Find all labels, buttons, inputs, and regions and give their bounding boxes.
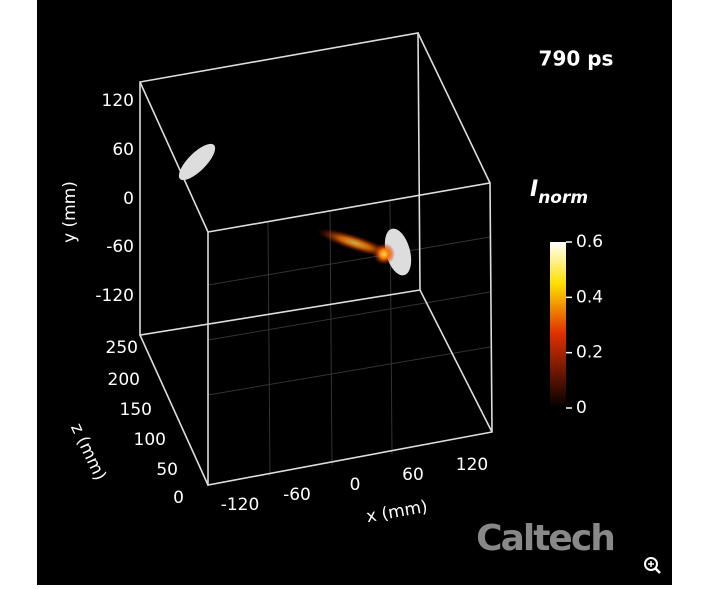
x-tick-label: -120: [221, 495, 260, 515]
z-tick-label: 200: [108, 370, 140, 390]
z-tick-label: 50: [156, 460, 178, 480]
colorbar-title: Inorm: [530, 177, 588, 208]
logo: Caltech: [476, 518, 614, 559]
light-pulse: [373, 243, 395, 265]
zoom-icon[interactable]: [644, 557, 661, 574]
y-tick-label: -60: [106, 237, 134, 257]
cube: [139, 32, 493, 486]
reflector-disk: [178, 143, 216, 181]
image-background: [37, 0, 672, 585]
z-tick-label: 0: [173, 488, 184, 508]
x-tick-label: 120: [456, 455, 488, 475]
colorbar-title-main: I: [530, 177, 538, 202]
y-tick-label: -120: [95, 286, 134, 306]
y-tick-label: 120: [102, 91, 134, 111]
colorbar-title-sub: norm: [538, 188, 588, 208]
y-tick-label: 0: [123, 189, 134, 209]
z-tick-label: 150: [120, 400, 152, 420]
colorbar-tick-label: 0.6: [576, 232, 603, 252]
y-axis-label: y (mm): [60, 181, 80, 243]
time-label: 790 ps: [539, 47, 614, 71]
colorbar-tick-label: 0.2: [576, 343, 603, 363]
x-tick-label: 0: [350, 475, 361, 495]
z-tick-label: 100: [134, 430, 166, 450]
y-tick-label: 60: [112, 140, 134, 160]
x-tick-label: -60: [283, 485, 311, 505]
colorbar-tick-label: 0: [576, 398, 587, 418]
target-disk: [384, 228, 412, 276]
x-tick-label: 60: [402, 465, 424, 485]
colorbar: [550, 242, 566, 408]
colorbar-tick-label: 0.4: [576, 287, 603, 307]
z-tick-label: 250: [106, 338, 138, 358]
